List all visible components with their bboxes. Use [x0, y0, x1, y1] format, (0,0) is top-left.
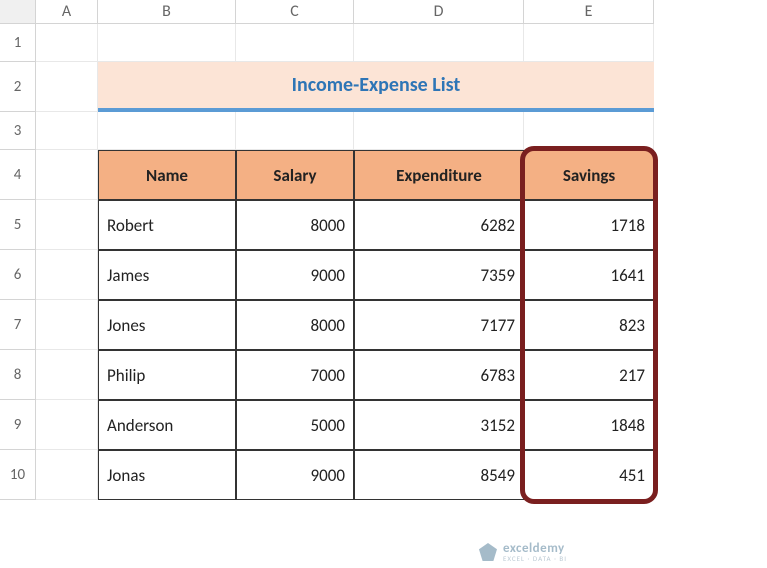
row-10: 10 Jonas 9000 8549 451 [0, 450, 767, 500]
cell-b3[interactable] [98, 112, 236, 150]
header-name[interactable]: Name [98, 150, 236, 200]
row-7: 7 Jones 8000 7177 823 [0, 300, 767, 350]
cell-expenditure-1[interactable]: 7359 [354, 250, 524, 300]
cell-savings-0[interactable]: 1718 [524, 200, 654, 250]
col-header-b[interactable]: B [98, 0, 236, 24]
row-header-3[interactable]: 3 [0, 112, 36, 150]
row-header-1[interactable]: 1 [0, 24, 36, 62]
row-2: 2 Income-Expense List [0, 62, 767, 112]
col-header-c[interactable]: C [236, 0, 354, 24]
cell-savings-1[interactable]: 1641 [524, 250, 654, 300]
cell-expenditure-4[interactable]: 3152 [354, 400, 524, 450]
row-4: 4 Name Salary Expenditure Savings [0, 150, 767, 200]
col-header-d[interactable]: D [354, 0, 524, 24]
cell-a3[interactable] [36, 112, 98, 150]
cell-name-0[interactable]: Robert [98, 200, 236, 250]
cell-expenditure-0[interactable]: 6282 [354, 200, 524, 250]
cell-salary-5[interactable]: 9000 [236, 450, 354, 500]
cell-c1[interactable] [236, 24, 354, 62]
cell-e3[interactable] [524, 112, 654, 150]
cell-a5[interactable] [36, 200, 98, 250]
cell-name-4[interactable]: Anderson [98, 400, 236, 450]
row-header-10[interactable]: 10 [0, 450, 36, 500]
row-3: 3 [0, 112, 767, 150]
title-merged-cell[interactable]: Income-Expense List [98, 62, 654, 112]
cell-savings-2[interactable]: 823 [524, 300, 654, 350]
cell-a10[interactable] [36, 450, 98, 500]
watermark-icon [479, 543, 497, 561]
column-headers-row: A B C D E [0, 0, 767, 24]
cell-d3[interactable] [354, 112, 524, 150]
cell-d1[interactable] [354, 24, 524, 62]
row-1: 1 [0, 24, 767, 62]
cell-a8[interactable] [36, 350, 98, 400]
row-header-8[interactable]: 8 [0, 350, 36, 400]
header-salary[interactable]: Salary [236, 150, 354, 200]
cell-a7[interactable] [36, 300, 98, 350]
col-header-a[interactable]: A [36, 0, 98, 24]
row-5: 5 Robert 8000 6282 1718 [0, 200, 767, 250]
cell-expenditure-2[interactable]: 7177 [354, 300, 524, 350]
cell-name-3[interactable]: Philip [98, 350, 236, 400]
header-savings[interactable]: Savings [524, 150, 654, 200]
cell-salary-1[interactable]: 9000 [236, 250, 354, 300]
select-all-corner[interactable] [0, 0, 36, 24]
cell-a4[interactable] [36, 150, 98, 200]
cell-a9[interactable] [36, 400, 98, 450]
row-header-9[interactable]: 9 [0, 400, 36, 450]
watermark-text: exceldemy EXCEL · DATA · BI [503, 542, 567, 562]
row-header-5[interactable]: 5 [0, 200, 36, 250]
cell-expenditure-5[interactable]: 8549 [354, 450, 524, 500]
cell-c3[interactable] [236, 112, 354, 150]
cell-savings-5[interactable]: 451 [524, 450, 654, 500]
row-header-7[interactable]: 7 [0, 300, 36, 350]
cell-b1[interactable] [98, 24, 236, 62]
watermark-sub: EXCEL · DATA · BI [503, 555, 567, 562]
col-header-e[interactable]: E [524, 0, 654, 24]
watermark: exceldemy EXCEL · DATA · BI [479, 542, 567, 562]
row-header-2[interactable]: 2 [0, 62, 36, 112]
cell-salary-3[interactable]: 7000 [236, 350, 354, 400]
cell-salary-4[interactable]: 5000 [236, 400, 354, 450]
cell-savings-3[interactable]: 217 [524, 350, 654, 400]
row-header-6[interactable]: 6 [0, 250, 36, 300]
cell-name-1[interactable]: James [98, 250, 236, 300]
cell-e1[interactable] [524, 24, 654, 62]
row-header-4[interactable]: 4 [0, 150, 36, 200]
cell-savings-4[interactable]: 1848 [524, 400, 654, 450]
header-expenditure[interactable]: Expenditure [354, 150, 524, 200]
cell-name-5[interactable]: Jonas [98, 450, 236, 500]
row-8: 8 Philip 7000 6783 217 [0, 350, 767, 400]
title-text: Income-Expense List [98, 62, 654, 108]
cell-name-2[interactable]: Jones [98, 300, 236, 350]
cell-salary-2[interactable]: 8000 [236, 300, 354, 350]
spreadsheet-grid: A B C D E 1 2 Income-Expense List 3 4 Na… [0, 0, 767, 568]
cell-a1[interactable] [36, 24, 98, 62]
cell-salary-0[interactable]: 8000 [236, 200, 354, 250]
row-6: 6 James 9000 7359 1641 [0, 250, 767, 300]
cell-a6[interactable] [36, 250, 98, 300]
row-9: 9 Anderson 5000 3152 1848 [0, 400, 767, 450]
cell-expenditure-3[interactable]: 6783 [354, 350, 524, 400]
cell-a2[interactable] [36, 62, 98, 112]
